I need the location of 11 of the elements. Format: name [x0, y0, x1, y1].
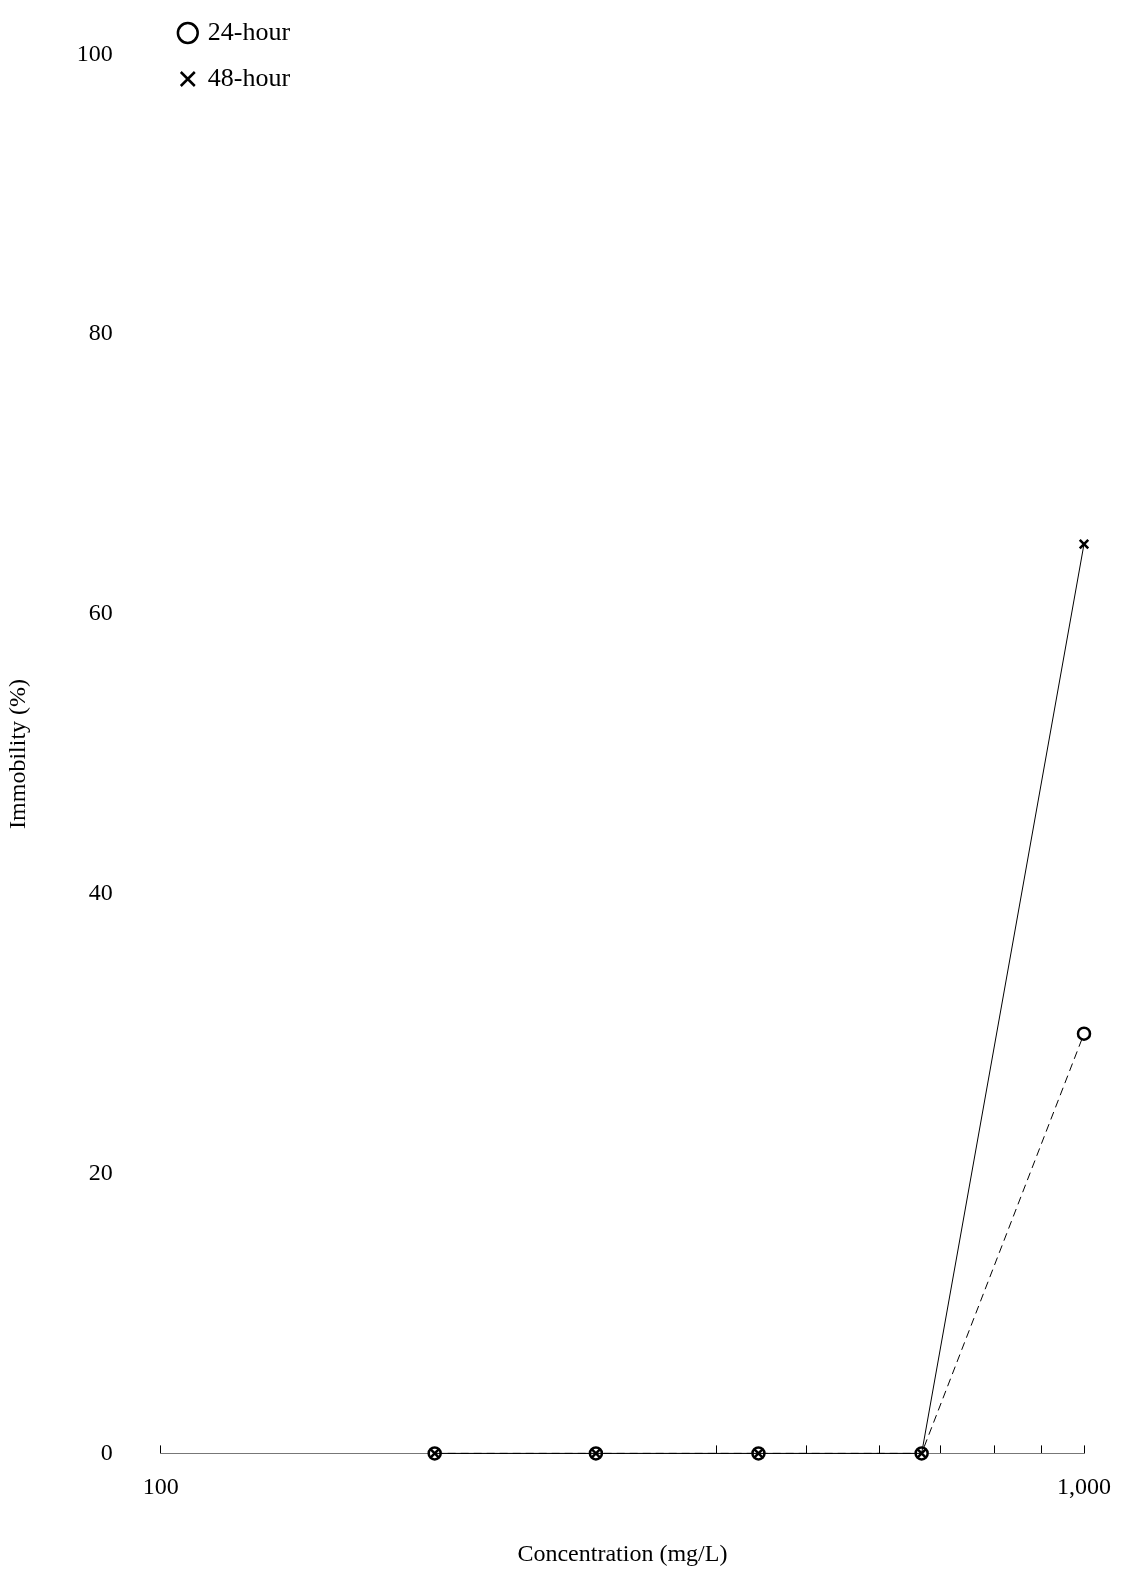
y-tick-label: 40: [88, 879, 113, 906]
legend-label: 24-hour: [207, 16, 291, 46]
y-tick-label: 100: [76, 39, 113, 66]
y-tick-label: 60: [88, 599, 113, 626]
legend-label: 48-hour: [207, 62, 291, 92]
y-tick-label: 80: [88, 319, 113, 346]
y-tick-label: 0: [100, 1438, 113, 1465]
x-axis-title: Concentration (mg/L): [517, 1539, 728, 1566]
y-tick-label: 20: [88, 1158, 113, 1185]
x-tick-label: 1,000: [1057, 1473, 1111, 1500]
y-axis-title: Immobility (%): [3, 678, 30, 829]
